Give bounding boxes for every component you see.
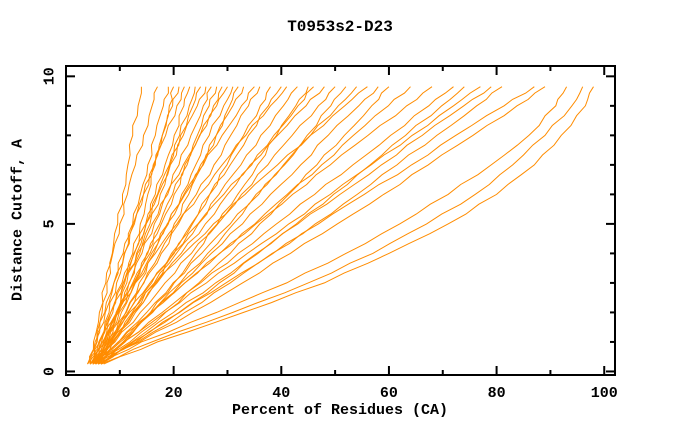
model-curve bbox=[92, 86, 314, 365]
model-curve bbox=[97, 86, 282, 365]
y-tick-label: 5 bbox=[41, 219, 58, 228]
y-tick-label: 0 bbox=[41, 367, 58, 376]
model-curve bbox=[100, 86, 584, 365]
model-curve bbox=[92, 86, 481, 365]
model-curve bbox=[95, 86, 503, 365]
x-tick-label: 20 bbox=[165, 385, 183, 402]
model-curve bbox=[98, 86, 535, 365]
plot-border bbox=[65, 65, 616, 376]
model-curve bbox=[92, 86, 368, 365]
model-curve bbox=[95, 86, 336, 365]
x-tick-label: 40 bbox=[272, 385, 290, 402]
model-curve bbox=[92, 86, 546, 365]
model-curve bbox=[92, 86, 271, 365]
model-curve bbox=[98, 86, 465, 365]
model-curve bbox=[95, 86, 454, 365]
model-curve bbox=[97, 86, 255, 365]
model-curve bbox=[100, 86, 379, 365]
y-axis-label: Distance Cutoff, A bbox=[9, 138, 27, 302]
model-curve bbox=[97, 86, 433, 365]
model-curve bbox=[95, 86, 390, 365]
model-curve bbox=[100, 86, 492, 365]
x-tick-label: 80 bbox=[488, 385, 506, 402]
x-tick-label: 100 bbox=[591, 385, 618, 402]
chart-title: T0953s2-D23 bbox=[287, 18, 393, 36]
model-curve bbox=[92, 86, 228, 365]
y-tick-label: 10 bbox=[41, 67, 58, 85]
model-curve bbox=[92, 86, 196, 365]
model-curve bbox=[92, 86, 185, 365]
x-tick-label: 0 bbox=[61, 385, 70, 402]
model-curve bbox=[97, 86, 357, 365]
model-curve bbox=[98, 86, 568, 365]
model-curve bbox=[95, 86, 212, 365]
model-curve bbox=[89, 86, 347, 365]
model-curve bbox=[97, 86, 207, 365]
model-curve bbox=[88, 86, 158, 365]
x-axis-label: Percent of Residues (CA) bbox=[231, 402, 449, 419]
model-curve bbox=[97, 86, 325, 365]
model-curve bbox=[89, 86, 288, 365]
model-curve bbox=[95, 86, 261, 365]
model-curve bbox=[95, 86, 169, 365]
model-curve bbox=[92, 86, 411, 365]
model-curve bbox=[87, 86, 180, 365]
model-curve bbox=[103, 86, 594, 365]
x-tick-label: 60 bbox=[380, 385, 398, 402]
model-curve bbox=[100, 86, 234, 365]
